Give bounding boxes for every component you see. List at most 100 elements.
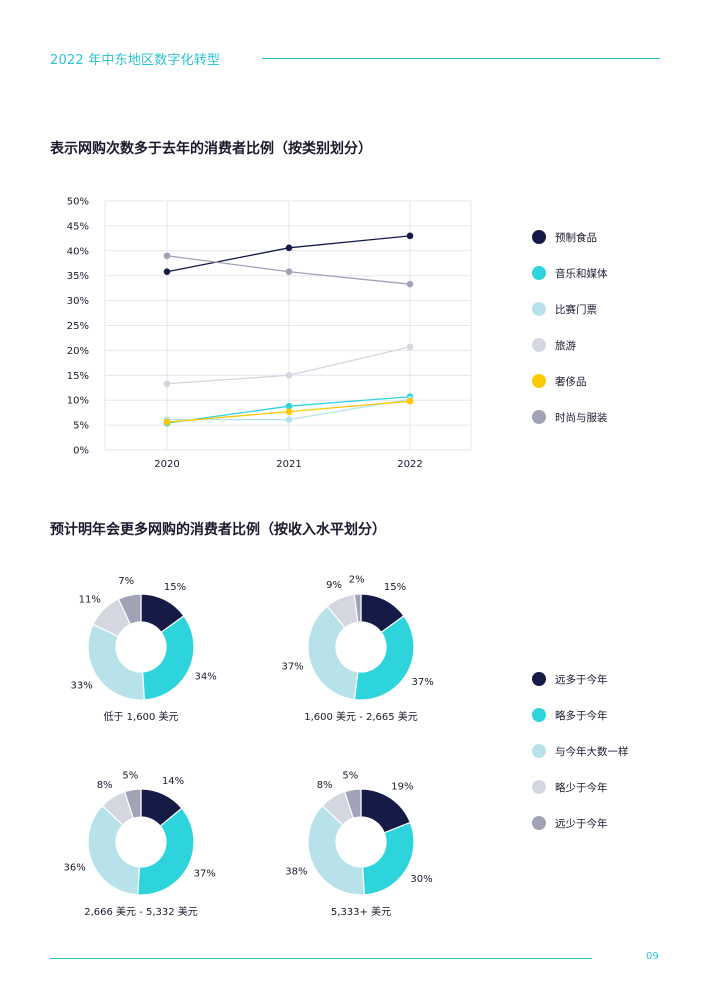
legend-item: 略多于今年 [532, 707, 608, 723]
donut-slice [307, 804, 365, 896]
legend-swatch [532, 266, 546, 280]
slice-value-label: 2% [349, 575, 365, 586]
slice-value-label: 38% [285, 866, 307, 877]
x-tick-label: 2021 [276, 459, 301, 470]
donut-caption: 5,333+ 美元 [330, 907, 392, 918]
donut-slice [87, 623, 145, 701]
slice-value-label: 5% [122, 770, 138, 781]
slice-value-label: 14% [162, 776, 184, 787]
donut-slice [123, 788, 142, 819]
legend-label: 略多于今年 [555, 709, 608, 722]
slice-value-label: 34% [195, 671, 217, 682]
donut-slice [343, 788, 362, 819]
slice-value-label: 37% [194, 868, 216, 879]
legend-item: 奢侈品 [532, 373, 587, 389]
donut-caption: 低于 1,600 美元 [103, 712, 179, 723]
page-number: 09 [646, 951, 659, 962]
line-chart-series [163, 232, 414, 427]
header-title: 2022 年中东地区数字化转型 [50, 53, 221, 68]
legend-item: 旅游 [532, 337, 576, 353]
donut-slice [353, 593, 362, 623]
y-tick-label: 50% [67, 197, 89, 208]
legend-label: 远多于今年 [555, 673, 608, 686]
legend-label: 与今年大数一样 [555, 745, 629, 758]
series-3 [163, 343, 414, 388]
data-point [163, 380, 171, 388]
slice-value-label: 11% [79, 594, 101, 605]
slice-value-label: 37% [281, 661, 303, 672]
slice-value-label: 33% [71, 681, 93, 692]
slice-value-label: 36% [64, 863, 86, 874]
legend-swatch [532, 230, 546, 244]
y-tick-label: 30% [67, 296, 89, 307]
legend-swatch [532, 410, 546, 424]
data-point [406, 232, 414, 240]
pie-chart-title: 预计明年会更多网购的消费者比例（按收入水平划分） [50, 522, 386, 538]
donut-chart: 15% 34% 33% 11% 7% [71, 576, 217, 701]
legend-swatch [532, 816, 546, 830]
line-chart-x-ticks: 2020 2021 2022 [154, 459, 422, 470]
slice-value-label: 30% [410, 874, 432, 885]
series-4 [163, 397, 414, 426]
legend-item: 预制食品 [532, 229, 597, 245]
slice-value-label: 5% [342, 770, 358, 781]
slice-value-label: 8% [97, 780, 113, 791]
slice-value-label: 37% [412, 677, 434, 688]
donut-slice [117, 593, 142, 626]
slice-value-label: 15% [164, 582, 186, 593]
legend-item: 远少于今年 [532, 815, 608, 831]
legend-item: 略少于今年 [532, 779, 608, 795]
donut-caption: 2,666 美元 - 5,332 美元 [84, 907, 198, 918]
legend-label: 略少于今年 [555, 781, 608, 794]
slice-value-label: 19% [391, 781, 413, 792]
legend-label: 旅游 [555, 339, 576, 352]
donut-slice [137, 807, 195, 896]
data-point [285, 268, 293, 276]
data-point [285, 416, 293, 423]
line-chart-y-ticks: 0% 5% 10% 15% 20% 25% 30% 35% 40% 45% 50% [67, 197, 89, 457]
slice-value-label: 8% [317, 780, 333, 791]
y-tick-label: 20% [67, 346, 89, 357]
line-chart-title: 表示网购次数多于去年的消费者比例（按类别划分） [50, 141, 372, 157]
y-tick-label: 15% [67, 371, 89, 382]
donut-caption: 1,600 美元 - 2,665 美元 [304, 712, 418, 723]
data-point [163, 252, 171, 260]
y-tick-label: 25% [67, 321, 89, 332]
footer-divider [50, 958, 592, 959]
legend-label: 远少于今年 [555, 817, 608, 830]
legend-label: 音乐和媒体 [555, 267, 608, 280]
slice-value-label: 7% [118, 576, 134, 587]
legend-item: 远多于今年 [532, 671, 608, 687]
data-point [406, 397, 414, 405]
x-tick-label: 2020 [154, 459, 179, 470]
line-chart: 0% 5% 10% 15% 20% 25% 30% 35% 40% 45% 50% 2020 2021… [67, 197, 472, 470]
y-tick-label: 10% [67, 396, 89, 407]
x-tick-label: 2022 [397, 459, 422, 470]
data-point [285, 244, 293, 252]
series-0 [163, 232, 414, 276]
legend-item: 时尚与服装 [532, 409, 608, 425]
legend-swatch [532, 374, 546, 388]
legend-swatch [532, 302, 546, 316]
legend-label: 比赛门票 [555, 303, 597, 316]
header-divider [262, 58, 660, 59]
legend-swatch [532, 338, 546, 352]
data-point [285, 408, 293, 415]
y-tick-label: 35% [67, 271, 89, 282]
legend-item: 与今年大数一样 [532, 743, 629, 759]
slice-value-label: 9% [326, 580, 342, 591]
donut-chart: 14% 37% 36% 8% 5% [64, 770, 216, 896]
y-tick-label: 40% [67, 246, 89, 257]
legend-item: 音乐和媒体 [532, 265, 608, 281]
data-point [406, 343, 414, 351]
y-tick-label: 45% [67, 221, 89, 232]
donut-slice [87, 804, 141, 896]
donut-slice [307, 605, 359, 701]
data-point [285, 402, 293, 410]
donut-slice [353, 615, 415, 701]
data-point [285, 372, 293, 379]
slice-value-label: 15% [384, 582, 406, 593]
legend-swatch [532, 708, 546, 722]
legend-swatch [532, 744, 546, 758]
